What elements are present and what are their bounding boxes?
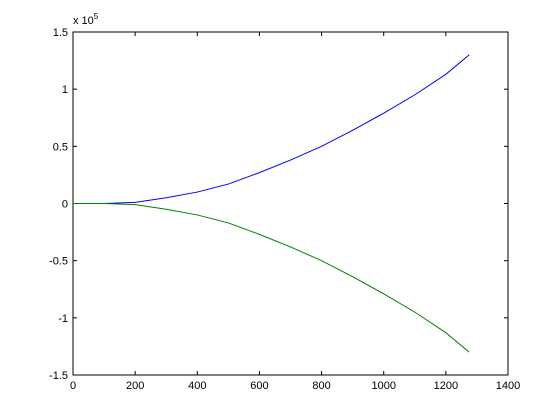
x-tick-label: 1200 (434, 380, 458, 392)
y-scale-exponent: 5 (94, 12, 99, 21)
x-tick-label: 200 (126, 380, 144, 392)
y-tick-label: 1 (62, 84, 68, 96)
x-tick-label: 0 (70, 380, 76, 392)
y-tick-label: -1.5 (49, 370, 68, 382)
y-scale-base: x 10 (73, 15, 94, 27)
y-tick-label: 0.5 (53, 141, 68, 153)
data-line (73, 54, 470, 204)
y-tick-label: 1.5 (53, 27, 68, 39)
data-line (73, 203, 470, 353)
y-tick-label: 0 (62, 199, 68, 211)
axes-box (72, 31, 509, 376)
x-tick-label: 1000 (371, 380, 395, 392)
x-tick-label: 400 (188, 380, 206, 392)
y-tick-label: -1 (58, 313, 68, 325)
x-tick-label: 1400 (496, 380, 520, 392)
x-tick-label: 600 (250, 380, 268, 392)
y-tick-label: -0.5 (49, 256, 68, 268)
y-scale-label: x 105 (73, 12, 99, 27)
x-tick-label: 800 (312, 380, 330, 392)
